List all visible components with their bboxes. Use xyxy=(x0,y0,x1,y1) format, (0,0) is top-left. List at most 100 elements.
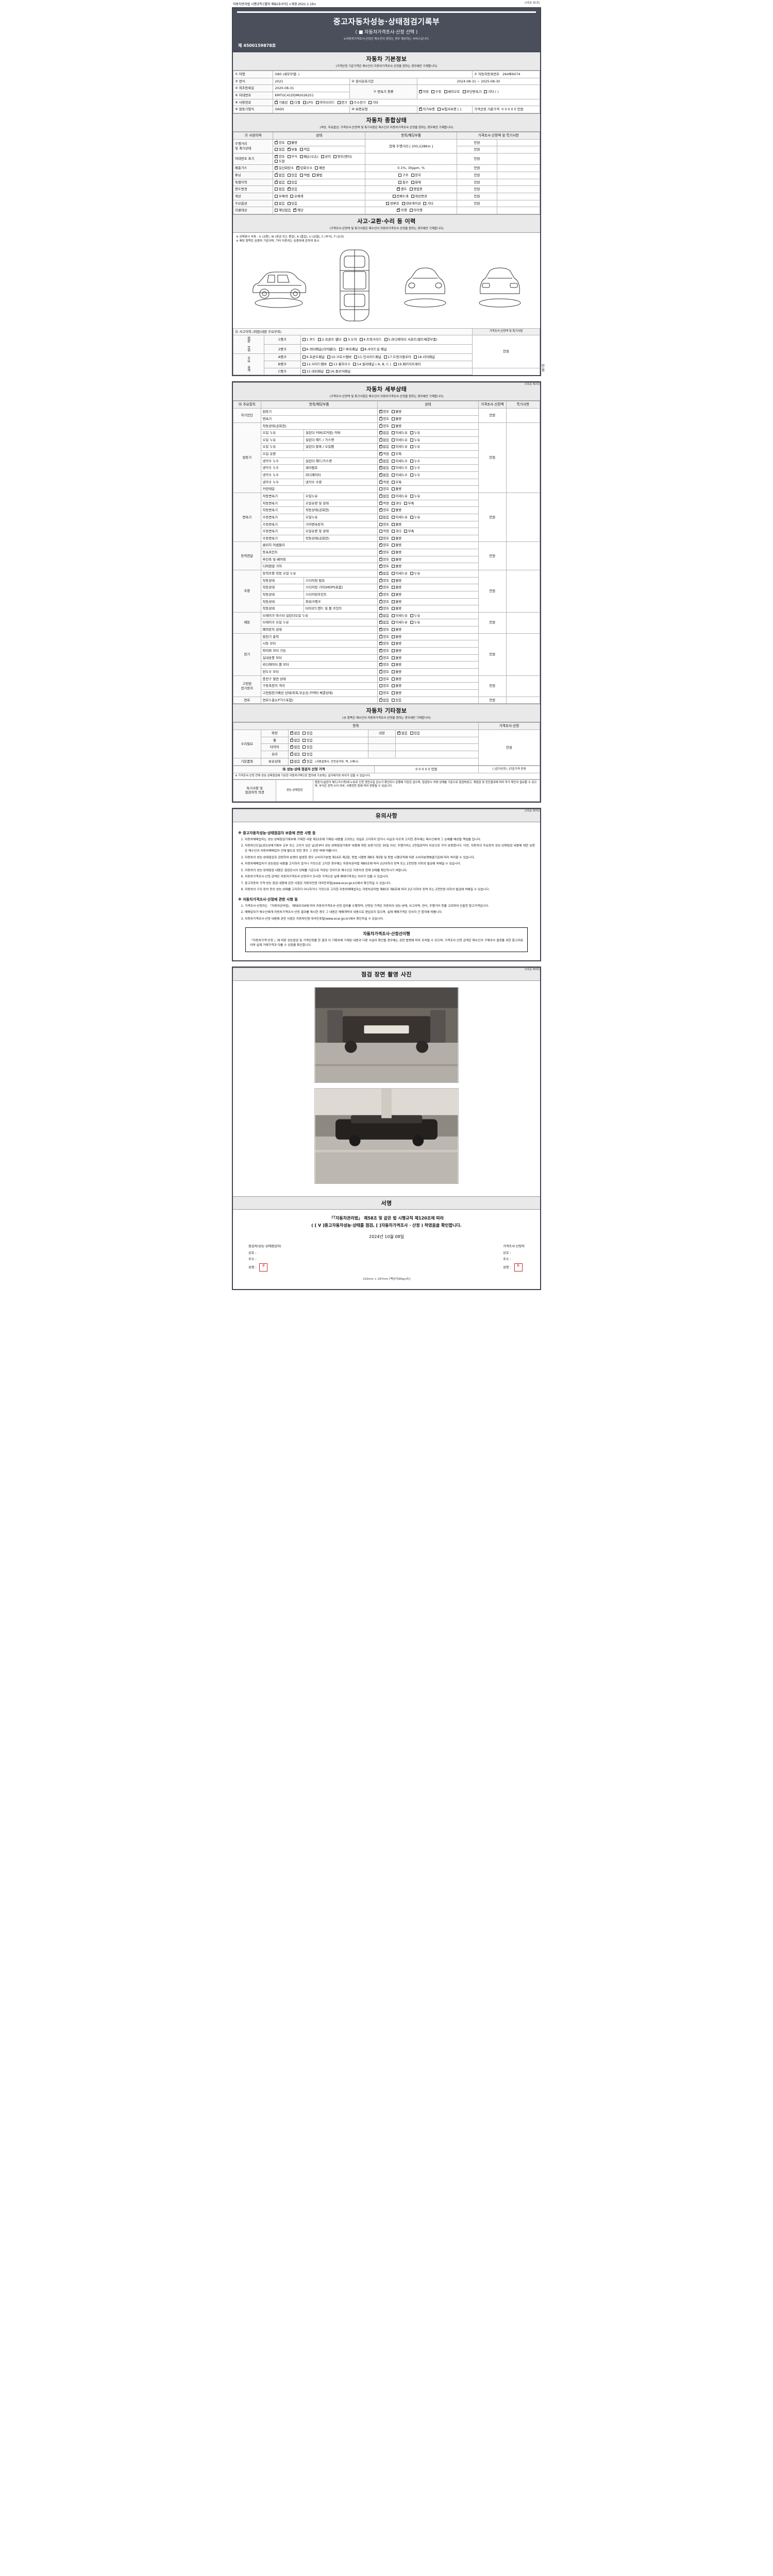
fuel-option[interactable]: 기타 xyxy=(368,100,378,105)
checkbox-unchecked[interactable] xyxy=(391,586,395,589)
detail-state-option[interactable]: 불량 xyxy=(391,536,401,541)
checkbox-unchecked[interactable] xyxy=(391,670,395,673)
state-option[interactable]: 매연 xyxy=(315,166,325,171)
checkbox-unchecked[interactable] xyxy=(287,180,291,184)
fuel-option[interactable]: 수소전기 xyxy=(349,100,366,105)
checkbox-checked[interactable] xyxy=(290,737,293,742)
checkbox-unchecked[interactable] xyxy=(410,466,413,470)
checkbox-checked[interactable] xyxy=(379,472,382,477)
detail-state-option[interactable]: 없음 xyxy=(379,613,389,618)
detail-state-option[interactable]: 누유 xyxy=(410,445,420,449)
detail-state-option[interactable]: 미세누유 xyxy=(391,571,408,576)
part-option[interactable]: 렌트 xyxy=(397,187,407,192)
detail-state-option[interactable]: 불량 xyxy=(391,585,401,590)
other-option[interactable]: 있음 xyxy=(303,745,313,750)
detail-state-option[interactable]: 양호 xyxy=(379,550,389,555)
other-option[interactable]: 있음 xyxy=(303,731,313,736)
state-option[interactable]: 일산화탄소 xyxy=(275,165,294,171)
detail-state-option[interactable]: 불량 xyxy=(391,410,401,414)
detail-state-option[interactable]: 양호 xyxy=(379,648,389,653)
checkbox-unchecked[interactable] xyxy=(303,738,306,742)
checkbox-unchecked[interactable] xyxy=(391,509,395,512)
checkbox-unchecked[interactable] xyxy=(462,90,466,94)
detail-state-option[interactable]: 양호 xyxy=(379,556,389,562)
checkbox-checked[interactable] xyxy=(379,669,382,673)
frame-part-option[interactable]: 4.트렁크리드 xyxy=(359,337,382,342)
checkbox-unchecked[interactable] xyxy=(410,621,413,624)
checkbox-checked[interactable] xyxy=(379,662,382,667)
checkbox-unchecked[interactable] xyxy=(391,691,395,694)
detail-state-option[interactable]: 양호 xyxy=(379,409,389,414)
checkbox-unchecked[interactable] xyxy=(410,732,413,735)
checkbox-unchecked[interactable] xyxy=(303,732,306,735)
detail-state-option[interactable]: 양호 xyxy=(379,543,389,548)
detail-state-option[interactable]: 양호 xyxy=(379,522,389,527)
checkbox-unchecked[interactable] xyxy=(354,355,357,359)
state-option[interactable]: 있음 xyxy=(287,180,297,185)
detail-state-option[interactable]: 없음 xyxy=(379,472,389,478)
part-option[interactable]: 네비게이션 xyxy=(401,201,421,206)
detail-state-option[interactable]: 누수 xyxy=(410,459,420,464)
frame-part-option[interactable]: 17.트렁크플로어 xyxy=(383,355,411,360)
frame-part-option[interactable]: 2.프론트 휀더 xyxy=(318,337,341,342)
checkbox-unchecked[interactable] xyxy=(392,194,396,198)
detail-state-option[interactable]: 양호 xyxy=(379,677,389,682)
frame-part-option[interactable]: 18.리어패널 xyxy=(413,355,435,360)
checkbox-unchecked[interactable] xyxy=(326,369,330,373)
checkbox-checked[interactable] xyxy=(379,564,382,568)
state-option[interactable]: 해당없음 xyxy=(275,208,291,213)
checkbox-unchecked[interactable] xyxy=(391,592,395,596)
checkbox-checked[interactable] xyxy=(379,613,382,617)
checkbox-checked[interactable] xyxy=(379,585,382,589)
checkbox-unchecked[interactable] xyxy=(391,473,395,477)
checkbox-unchecked[interactable] xyxy=(384,338,388,342)
checkbox-unchecked[interactable] xyxy=(299,173,303,177)
checkbox-unchecked[interactable] xyxy=(391,480,395,484)
detail-state-option[interactable]: 불량 xyxy=(391,628,401,632)
frame-part-option[interactable]: 8.사이드실 패널 xyxy=(360,347,387,352)
checkbox-unchecked[interactable] xyxy=(391,494,395,498)
part-option[interactable]: 썬루프 xyxy=(386,201,399,206)
detail-state-option[interactable]: 불량 xyxy=(391,656,401,660)
checkbox-checked[interactable] xyxy=(379,641,382,646)
checkbox-checked[interactable] xyxy=(379,697,382,702)
checkbox-checked[interactable] xyxy=(379,430,382,435)
detail-state-option[interactable]: 없음 xyxy=(379,571,389,576)
frame-part-option[interactable]: 19.패키지트레이 xyxy=(393,362,421,367)
detail-state-option[interactable]: 미세누유 xyxy=(391,445,408,449)
other-option[interactable]: 없음 xyxy=(397,731,408,736)
checkbox-unchecked[interactable] xyxy=(391,530,395,533)
detail-state-option[interactable]: 없음 xyxy=(379,620,389,625)
other-option[interactable]: 있음 xyxy=(410,731,420,736)
state-option[interactable]: 해당 xyxy=(293,208,304,213)
checkbox-unchecked[interactable] xyxy=(391,565,395,568)
state-option[interactable]: 불법 xyxy=(312,173,322,178)
checkbox-unchecked[interactable] xyxy=(391,677,395,681)
checkbox-checked[interactable] xyxy=(418,89,422,94)
checkbox-checked[interactable] xyxy=(397,731,401,735)
detail-state-option[interactable]: 양호 xyxy=(379,416,389,421)
transmission-option[interactable]: 자동 xyxy=(418,89,429,94)
detail-state-option[interactable]: 미세누수 xyxy=(391,473,408,478)
checkbox-checked[interactable] xyxy=(379,550,382,554)
frame-part-option[interactable]: 10.크로스멤버 xyxy=(327,355,351,360)
state-option[interactable]: 도말 xyxy=(275,159,285,164)
detail-state-option[interactable]: 양호 xyxy=(379,662,389,667)
checkbox-unchecked[interactable] xyxy=(315,100,319,104)
state-option[interactable]: 훼손(오손) xyxy=(299,155,318,159)
basic-item-option[interactable]: 있음 xyxy=(303,758,313,764)
checkbox-unchecked[interactable] xyxy=(410,431,413,435)
detail-state-option[interactable]: 불량 xyxy=(391,663,401,667)
warranty-option[interactable]: 자가보증 xyxy=(418,107,435,112)
state-option[interactable]: 상이 xyxy=(321,155,331,159)
checkbox-unchecked[interactable] xyxy=(275,201,278,205)
frame-part-option[interactable]: 1.후드 xyxy=(302,337,315,342)
checkbox-unchecked[interactable] xyxy=(391,635,395,638)
detail-state-option[interactable]: 양호 xyxy=(379,655,389,660)
checkbox-unchecked[interactable] xyxy=(303,745,306,749)
fuel-option[interactable]: LPG xyxy=(303,100,313,105)
transmission-option[interactable]: 기타 ( ) xyxy=(484,90,499,94)
detail-state-option[interactable]: 없음 xyxy=(379,458,389,464)
checkbox-checked[interactable] xyxy=(379,634,382,638)
part-option[interactable]: 영업용 xyxy=(409,187,423,192)
